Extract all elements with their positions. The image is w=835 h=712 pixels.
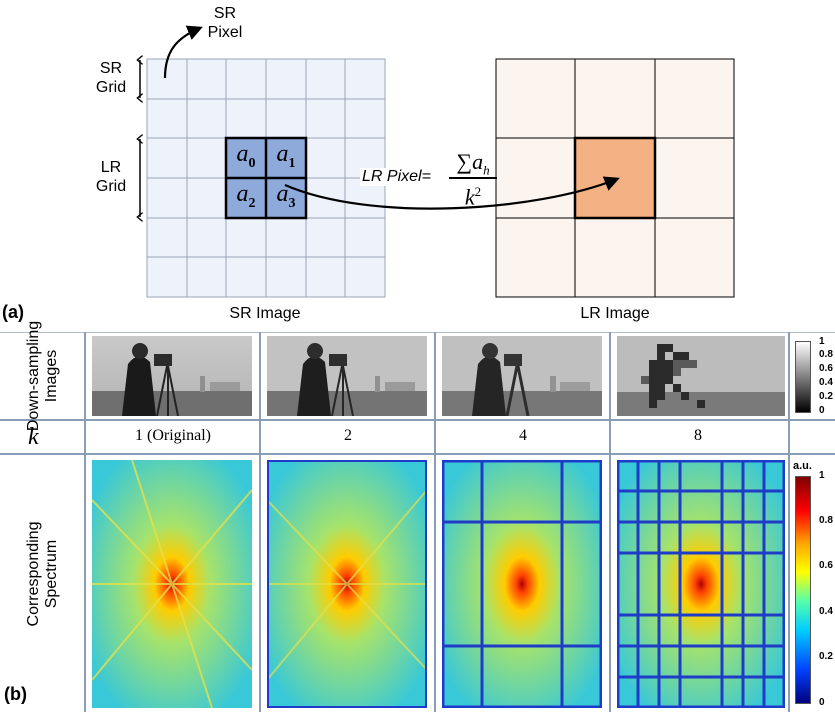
spectrum-tick-0: 0 <box>819 697 825 708</box>
spectrum-image-k4 <box>442 460 602 708</box>
table-col-5 <box>788 332 790 712</box>
lr-image-grid <box>495 58 735 298</box>
lr-grid-label: LR Grid <box>95 159 127 195</box>
sr-pixel-arrow <box>163 25 203 79</box>
mapping-arrow <box>284 176 620 210</box>
downsampled-image-k8 <box>617 336 785 416</box>
table-col-2 <box>259 332 261 712</box>
spectrum-tick-06: 0.6 <box>819 560 833 571</box>
cell-a0: a0 <box>236 141 256 171</box>
spectrum-colorbar-title: a.u. <box>793 460 812 472</box>
panel-b-tag: (b) <box>4 684 27 704</box>
row-label-spectrum: Corresponding Spectrum <box>25 521 60 627</box>
sr-pixel-label: SR Pixel <box>207 5 243 41</box>
spectrum-image-k2 <box>267 460 427 708</box>
gray-tick-0: 0 <box>819 405 825 416</box>
gray-tick-04: 0.4 <box>819 377 833 388</box>
downsampled-image-k4 <box>442 336 602 416</box>
cell-a1: a1 <box>276 141 296 171</box>
spectrum-image-k8 <box>617 460 785 708</box>
spectrum-image-k1 <box>92 460 252 708</box>
k-value-1: 1 (Original) <box>135 427 211 444</box>
formula-prefix: LR Pixel= <box>360 168 433 186</box>
lr-image-caption: LR Image <box>580 305 650 322</box>
k-value-2: 2 <box>344 427 352 444</box>
table-rule-top <box>0 332 835 333</box>
k-value-4: 4 <box>519 427 527 444</box>
downsampled-image-k2 <box>267 336 427 416</box>
table-rule-2 <box>0 453 835 455</box>
sr-image-caption: SR Image <box>229 305 301 322</box>
formula-numerator: ∑ah <box>456 149 490 178</box>
lr-highlight-pixel <box>573 136 657 220</box>
formula-fraction-bar <box>449 177 497 179</box>
spectrum-tick-04: 0.4 <box>819 606 833 617</box>
gray-tick-1: 1 <box>819 336 825 347</box>
k-value-8: 8 <box>694 427 702 444</box>
panel-a-diagram <box>0 25 735 298</box>
table-col-1 <box>84 332 86 712</box>
spectrum-colorbar <box>795 476 811 704</box>
cell-a2: a2 <box>236 181 256 211</box>
downsampled-image-k1 <box>92 336 252 416</box>
gray-colorbar <box>795 341 811 413</box>
table-col-4 <box>609 332 611 712</box>
sr-image-grid <box>146 58 386 298</box>
panel-a-tag: (a) <box>2 302 24 322</box>
spectrum-tick-08: 0.8 <box>819 515 833 526</box>
sr-grid-label: SR Grid <box>95 60 127 96</box>
table-col-3 <box>434 332 436 712</box>
cell-a3: a3 <box>276 181 296 211</box>
row-label-k: k <box>28 424 39 450</box>
spectrum-tick-1: 1 <box>819 470 825 481</box>
row-label-downsampling: Down-sampling Images <box>25 320 60 432</box>
formula-denominator: k2 <box>464 184 482 210</box>
gray-tick-06: 0.6 <box>819 363 833 374</box>
spectrum-tick-02: 0.2 <box>819 651 833 662</box>
gray-tick-02: 0.2 <box>819 391 833 402</box>
table-rule-1 <box>0 419 835 421</box>
gray-tick-08: 0.8 <box>819 349 833 360</box>
